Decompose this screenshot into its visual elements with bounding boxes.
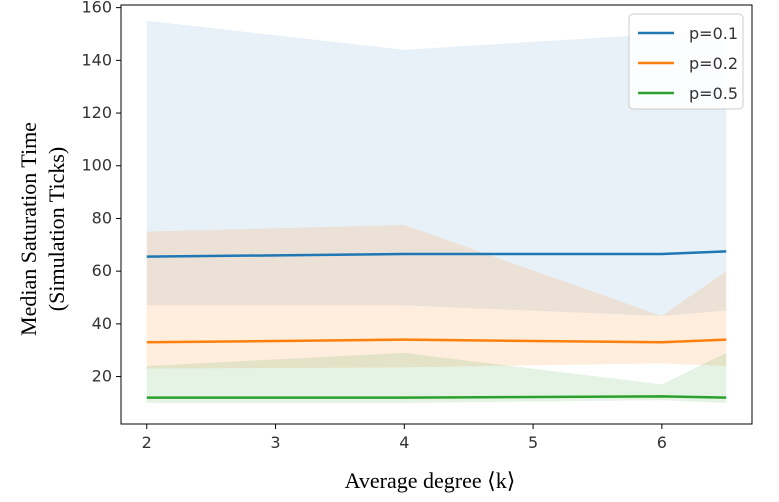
y-tick-label: 120 [81, 103, 112, 122]
x-tick-label: 4 [399, 433, 409, 452]
band-p-0-1 [146, 20, 727, 316]
x-tick-label: 6 [657, 433, 667, 452]
x-axis-title: Average degree ⟨k⟩ [345, 468, 516, 493]
band-p-0-2 [146, 225, 727, 369]
line-p-0-5 [146, 395, 727, 399]
y-tick-label: 100 [81, 156, 112, 175]
legend-label-p-0-2: p=0.2 [689, 54, 738, 73]
legend-box [628, 13, 744, 110]
series-lines [146, 250, 727, 399]
plot-area-frame [120, 4, 753, 425]
x-axis-ticks: 2 3 4 5 6 [142, 424, 667, 452]
band-p-0-5 [146, 352, 727, 403]
legend: p=0.1 p=0.2 p=0.5 [628, 13, 744, 110]
x-tick-label: 3 [270, 433, 280, 452]
y-axis-ticks: 20 40 60 80 100 120 140 160 [81, 0, 121, 386]
y-axis-title-line-2: (Simulation Ticks) [44, 147, 69, 311]
y-tick-label: 60 [92, 261, 112, 280]
confidence-bands [146, 20, 727, 403]
line-p-0-1 [146, 250, 727, 258]
y-tick-label: 20 [92, 367, 112, 386]
y-tick-label: 40 [92, 314, 112, 333]
x-tick-label: 2 [142, 433, 152, 452]
y-tick-label: 160 [81, 0, 112, 17]
y-tick-label: 80 [92, 208, 112, 227]
legend-label-p-0-5: p=0.5 [689, 84, 738, 103]
y-tick-label: 140 [81, 50, 112, 69]
x-tick-label: 5 [528, 433, 538, 452]
y-axis-title: Median Saturation Time (Simulation Ticks… [16, 122, 69, 336]
line-p-0-2 [146, 338, 727, 344]
y-axis-title-line-1: Median Saturation Time [16, 122, 41, 336]
legend-label-p-0-1: p=0.1 [689, 24, 738, 43]
